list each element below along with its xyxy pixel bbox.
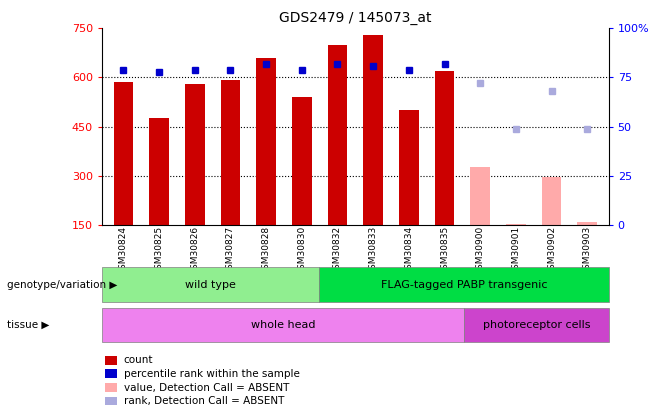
Bar: [220, 80, 240, 225]
Text: wild type: wild type: [185, 279, 236, 290]
Bar: [149, 118, 169, 225]
Bar: [399, 110, 418, 225]
Bar: [578, 222, 597, 225]
Text: rank, Detection Call = ABSENT: rank, Detection Call = ABSENT: [124, 396, 284, 405]
Bar: [435, 71, 454, 225]
Bar: [506, 224, 526, 225]
Title: GDS2479 / 145073_at: GDS2479 / 145073_at: [279, 11, 432, 25]
Text: value, Detection Call = ABSENT: value, Detection Call = ABSENT: [124, 383, 289, 392]
Text: count: count: [124, 355, 153, 365]
Bar: [542, 177, 561, 225]
Bar: [328, 45, 347, 225]
Bar: [470, 168, 490, 225]
Bar: [257, 58, 276, 225]
Text: whole head: whole head: [251, 320, 315, 330]
Bar: [292, 97, 312, 225]
Bar: [363, 35, 383, 225]
Text: percentile rank within the sample: percentile rank within the sample: [124, 369, 299, 379]
Text: genotype/variation ▶: genotype/variation ▶: [7, 279, 117, 290]
Text: tissue ▶: tissue ▶: [7, 320, 49, 330]
Text: FLAG-tagged PABP transgenic: FLAG-tagged PABP transgenic: [380, 279, 547, 290]
Bar: [185, 84, 205, 225]
Text: photoreceptor cells: photoreceptor cells: [482, 320, 590, 330]
Bar: [114, 82, 133, 225]
